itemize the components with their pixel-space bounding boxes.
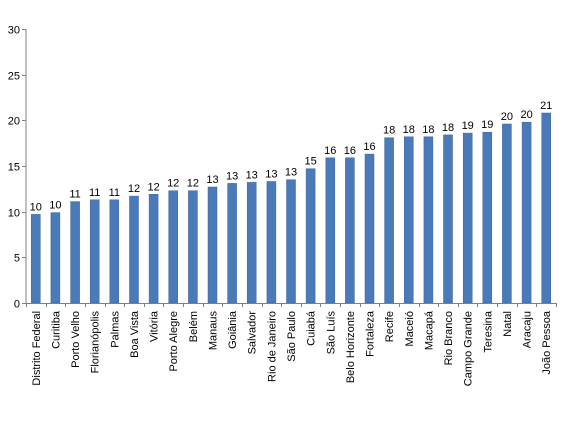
x-tick-label: Florianópolis (90, 311, 102, 374)
data-label: 16 (363, 141, 375, 153)
data-label: 18 (422, 124, 434, 136)
x-tick-label: Manaus (208, 311, 220, 351)
data-label: 20 (501, 111, 513, 123)
bar (325, 157, 336, 304)
x-tick-label: Boa Vista (129, 310, 141, 358)
bar (482, 131, 493, 304)
data-label: 16 (344, 145, 356, 157)
data-label: 13 (206, 174, 218, 186)
x-tick-label: Rio de Janeiro (266, 311, 278, 382)
bar (227, 183, 237, 304)
x-tick-label: Belém (188, 311, 200, 342)
x-tick-label: Belo Horizonte (345, 311, 357, 383)
data-label: 12 (187, 178, 199, 190)
bar (462, 132, 473, 304)
y-axis: 0 5 10 15 20 25 30 (8, 25, 27, 311)
y-tick-label: 25 (8, 71, 20, 83)
x-tick-label: Natal (502, 311, 514, 337)
x-tick-label: Porto Alegre (168, 311, 180, 372)
data-label: 18 (403, 124, 415, 136)
data-label: 18 (383, 125, 395, 137)
bar (168, 190, 178, 304)
data-label: 18 (442, 122, 454, 134)
bar (266, 181, 277, 304)
x-tick-label: Recife (384, 311, 396, 342)
bar (286, 179, 296, 304)
data-label: 10 (30, 201, 42, 213)
bar (423, 136, 434, 304)
bar (305, 168, 316, 304)
bar (207, 186, 218, 304)
x-tick-label: Vitória (149, 310, 161, 342)
x-tick-label: Cuiabá (306, 310, 318, 346)
data-label: 11 (69, 189, 80, 201)
data-labels-group: 10 10 11 11 11 12 12 12 12 13 13 13 13 13 15 16 16 16 18 18… (30, 100, 553, 213)
bar (443, 134, 453, 304)
data-label: 16 (324, 145, 336, 157)
y-tick-label: 10 (8, 208, 20, 220)
data-label: 19 (462, 120, 474, 132)
bar (364, 153, 375, 304)
data-label: 21 (540, 100, 552, 112)
x-tick-label: Porto Velho (70, 311, 82, 368)
bar (188, 190, 198, 304)
data-label: 20 (520, 109, 532, 121)
x-tick-label: São Paulo (286, 311, 298, 362)
x-tick-label: Aracaju (522, 311, 534, 348)
x-tick-label: São Luís (325, 311, 337, 355)
x-tick-label: Maceió (404, 311, 416, 346)
bar (50, 212, 61, 304)
x-tick-label: Fortaleza (365, 310, 377, 357)
data-label: 11 (89, 187, 100, 199)
data-label: 13 (265, 169, 277, 181)
y-tick-label: 20 (8, 116, 20, 128)
bar (246, 182, 257, 304)
data-label: 11 (109, 187, 120, 199)
x-tick-label: Curitiba (50, 310, 62, 349)
x-axis: Distrito Federal Curitiba Porto Velho Flori… (26, 303, 557, 386)
x-tick-label: Salvador (247, 311, 259, 355)
bar (384, 137, 394, 304)
y-tick-label: 5 (14, 253, 20, 265)
bar (109, 199, 120, 304)
x-tick-label: Campo Grande (463, 311, 475, 386)
bar (345, 157, 355, 304)
x-tick-label: Goiânia (227, 310, 239, 349)
data-label: 15 (304, 156, 316, 168)
data-label: 13 (226, 170, 238, 182)
x-tick-label: Macapá (423, 310, 435, 350)
y-tick-label: 30 (8, 25, 20, 37)
data-label: 12 (167, 178, 179, 190)
data-label: 12 (147, 181, 159, 193)
bar (148, 194, 159, 304)
data-label: 12 (128, 183, 140, 195)
data-label: 13 (285, 167, 297, 179)
data-label: 19 (481, 119, 493, 131)
x-tick-label: João Pessoa (541, 310, 553, 374)
data-label: 13 (246, 169, 258, 181)
bars-group (31, 112, 551, 304)
bar (70, 201, 80, 304)
x-tick-label: Distrito Federal (31, 311, 43, 386)
bar (541, 112, 551, 304)
x-tick-label: Rio Branco (443, 311, 455, 365)
data-label: 10 (49, 200, 61, 212)
bar (31, 214, 41, 304)
bar (404, 136, 414, 304)
y-tick-label: 15 (8, 162, 20, 174)
bar (502, 123, 512, 304)
bar (521, 121, 532, 304)
bar (129, 195, 139, 304)
y-tick-label: 0 (14, 299, 20, 311)
bar (89, 199, 100, 304)
x-tick-label: Teresina (482, 310, 494, 352)
x-tick-label: Palmas (109, 311, 121, 348)
